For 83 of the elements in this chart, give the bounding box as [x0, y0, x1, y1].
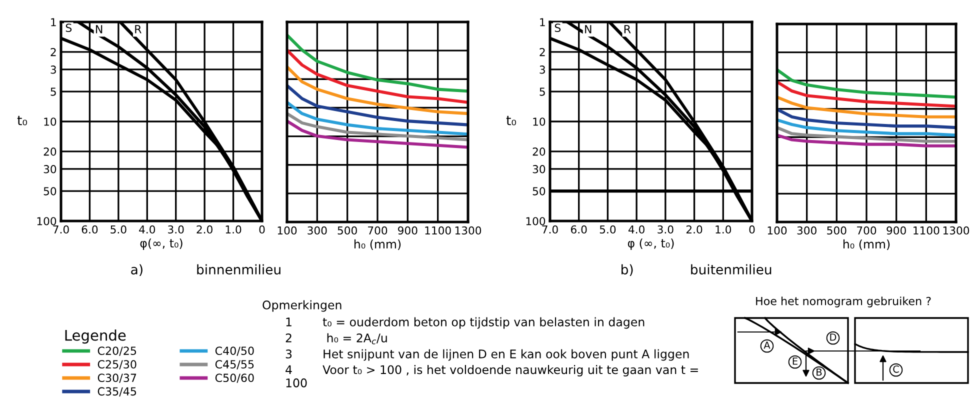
text: Opmerkingen: [262, 300, 342, 312]
legend-label: C45/55: [215, 360, 254, 370]
x-tick-label: 2.0: [686, 225, 702, 234]
legend-label: C35/45: [98, 387, 136, 396]
text: binnenmilieu: [197, 264, 280, 274]
y-tick-label: 1: [51, 18, 56, 26]
x-axis-title: h₀ (mm): [843, 239, 890, 250]
y-tick-label: 30: [44, 165, 56, 174]
legend-label: C50/60: [215, 374, 254, 383]
x-tick-label: 1.0: [716, 225, 732, 234]
legend-label: C25/30: [98, 360, 136, 370]
x-tick-label: 1100: [914, 226, 940, 235]
x-tick-label: 0: [259, 225, 265, 234]
y-tick-label: 2: [50, 48, 56, 56]
x-tick-label: 5.0: [110, 225, 126, 234]
x-tick-label: 6.0: [82, 225, 98, 234]
x-tick-label: 6.0: [571, 225, 587, 234]
x-axis-title: φ (∞, t₀): [628, 238, 674, 250]
x-tick-label: 500: [827, 226, 846, 235]
series-label: S: [66, 24, 72, 32]
text: 1 t₀ = ouderdom beton op tijdstip van belasten in dagen: [286, 317, 644, 329]
x-tick-label: 700: [368, 226, 388, 235]
y-axis-title: t₀: [506, 116, 516, 126]
legend-title: Legende: [65, 329, 126, 344]
x-axis-title: φ(∞, t₀): [140, 238, 182, 250]
legend-label: C40/50: [215, 346, 254, 356]
y-tick-label: 10: [533, 118, 546, 126]
x-tick-label: 4.0: [628, 225, 644, 234]
text: C: [893, 365, 899, 373]
series-label: S: [554, 24, 561, 32]
x-tick-label: 5.0: [600, 225, 616, 234]
x-tick-label: 1.0: [226, 225, 242, 234]
text: 4 Voor t₀ > 100 , is het voldoende nauwkeurig uit te gaan van t = 100: [286, 365, 698, 388]
y-tick-label: 100: [526, 217, 546, 226]
x-tick-label: 900: [398, 226, 418, 235]
x-tick-label: 500: [338, 226, 357, 235]
y-tick-label: 5: [50, 88, 56, 96]
x-tick-label: 1100: [425, 226, 451, 235]
text: D: [830, 334, 836, 341]
series-label: N: [96, 25, 102, 34]
y-tick-label: 20: [44, 148, 56, 156]
y-tick-label: 20: [532, 148, 546, 156]
x-tick-label: 700: [857, 226, 876, 235]
text: E: [792, 358, 798, 365]
y-tick-label: 5: [540, 88, 545, 96]
y-tick-label: 3: [50, 66, 56, 74]
text: buitenmilieu: [691, 264, 772, 274]
text: 3 Het snijpunt van de lijnen D en E kan ook boven punt A liggen: [286, 349, 689, 361]
y-tick-label: 100: [37, 217, 56, 226]
series-label: N: [585, 25, 592, 34]
x-tick-label: 1300: [943, 226, 970, 235]
legend-label: C20/25: [98, 346, 136, 356]
y-tick-label: 3: [540, 66, 545, 74]
text: B: [816, 368, 822, 376]
x-tick-label: 900: [886, 226, 906, 235]
x-tick-label: 7.0: [53, 225, 69, 234]
x-tick-label: 100: [768, 226, 787, 235]
x-tick-label: 100: [278, 226, 297, 235]
series-label: R: [135, 25, 142, 34]
x-tick-label: 3.0: [658, 225, 674, 234]
y-tick-label: 30: [532, 165, 546, 174]
text: Hoe het nomogram gebruiken ?: [756, 296, 931, 308]
y-tick-label: 10: [44, 118, 56, 126]
y-tick-label: 1: [540, 18, 545, 26]
x-tick-label: 300: [797, 226, 816, 235]
text: a): [131, 264, 142, 276]
x-tick-label: 4.0: [139, 225, 156, 234]
text: b): [622, 264, 633, 276]
x-tick-label: 300: [308, 226, 327, 235]
x-axis-title: h₀ (mm): [354, 239, 401, 250]
y-tick-label: 50: [44, 187, 56, 196]
text: 2 h₀ = 2A$_{c}$/u: [286, 333, 387, 344]
x-tick-label: 3.0: [168, 225, 184, 234]
x-tick-label: 1300: [455, 226, 482, 235]
y-tick-label: 2: [540, 48, 545, 56]
y-tick-label: 50: [532, 187, 546, 196]
x-tick-label: 0: [749, 225, 755, 234]
series-label: R: [624, 25, 631, 34]
text: A: [764, 342, 770, 349]
x-tick-label: 7.0: [542, 225, 558, 234]
x-tick-label: 2.0: [196, 225, 212, 234]
y-axis-title: t₀: [17, 116, 28, 126]
legend-label: C30/37: [98, 374, 136, 383]
